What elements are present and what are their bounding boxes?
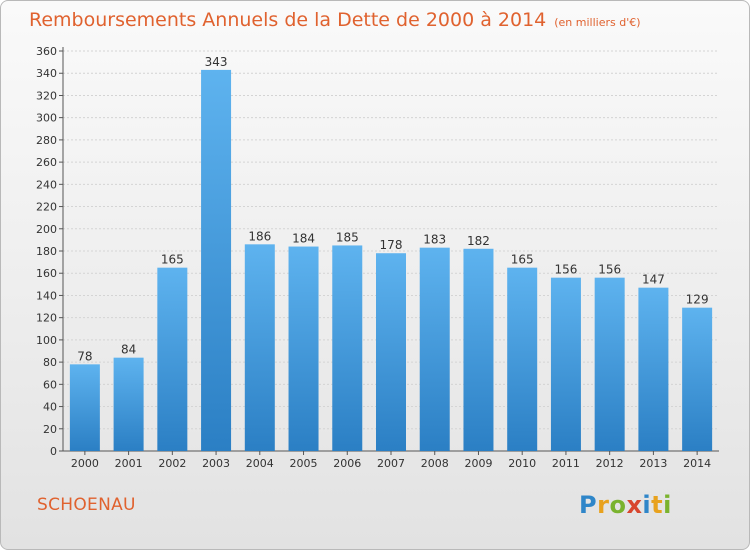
x-tick-label: 2009 — [464, 457, 492, 470]
bar — [244, 244, 275, 451]
y-tick-label: 180 — [36, 245, 57, 258]
bar — [682, 307, 713, 451]
data-label: 184 — [292, 232, 315, 246]
logo-letter: o — [609, 491, 627, 519]
bar — [201, 69, 232, 451]
bar — [376, 253, 406, 451]
data-label: 183 — [423, 233, 446, 247]
y-tick-label: 200 — [36, 223, 57, 236]
x-tick-label: 2006 — [333, 457, 361, 470]
data-label: 156 — [554, 263, 577, 277]
city-name: SCHOENAU — [37, 495, 136, 515]
x-tick-label: 2004 — [246, 457, 274, 470]
chart-title-unit: (en milliers d'€) — [554, 16, 641, 29]
x-tick-label: 2011 — [552, 457, 580, 470]
y-tick-label: 300 — [36, 112, 57, 125]
logo-letter: i — [642, 491, 652, 519]
logo-letter: r — [597, 491, 610, 519]
chart-title-text: Remboursements Annuels de la Dette de 20… — [29, 9, 547, 31]
y-tick-label: 280 — [36, 134, 57, 147]
data-label: 178 — [380, 238, 403, 252]
data-label: 156 — [598, 263, 621, 277]
y-tick-label: 240 — [36, 178, 57, 191]
y-tick-label: 140 — [36, 289, 57, 302]
bar — [157, 267, 188, 451]
x-tick-label: 2014 — [683, 457, 711, 470]
y-tick-label: 80 — [43, 356, 57, 369]
x-tick-label: 2002 — [158, 457, 186, 470]
data-label: 165 — [511, 253, 534, 267]
logo-letter: i — [663, 491, 672, 519]
logo-letter: x — [626, 491, 643, 519]
logo-letter: t — [651, 491, 664, 519]
y-tick-label: 40 — [43, 401, 57, 414]
bar — [638, 287, 669, 451]
data-label: 185 — [336, 230, 359, 244]
bar — [507, 267, 538, 451]
data-label: 165 — [161, 253, 184, 267]
proxiti-logo: Proxiti — [579, 491, 672, 519]
chart-title: Remboursements Annuels de la Dette de 20… — [29, 9, 641, 31]
x-tick-label: 2000 — [71, 457, 99, 470]
x-tick-label: 2007 — [377, 457, 405, 470]
bar — [463, 248, 494, 451]
x-tick-label: 2013 — [639, 457, 667, 470]
y-tick-label: 20 — [43, 423, 57, 436]
bar — [69, 364, 100, 451]
data-label: 186 — [248, 229, 271, 243]
logo-letter: P — [579, 491, 598, 519]
data-label: 182 — [467, 234, 490, 248]
data-label: 129 — [686, 293, 709, 307]
bar — [594, 277, 625, 451]
x-tick-label: 2003 — [202, 457, 230, 470]
y-tick-label: 100 — [36, 334, 57, 347]
data-label: 147 — [642, 273, 665, 287]
y-tick-label: 260 — [36, 156, 57, 169]
data-label: 84 — [121, 343, 136, 357]
bar — [332, 245, 363, 451]
y-tick-label: 60 — [43, 378, 57, 391]
data-label: 78 — [77, 349, 92, 363]
bar — [288, 246, 319, 451]
x-tick-label: 2001 — [115, 457, 143, 470]
bar — [113, 357, 144, 451]
bar — [550, 277, 581, 451]
x-tick-label: 2005 — [290, 457, 318, 470]
y-tick-label: 160 — [36, 267, 57, 280]
data-label: 343 — [205, 55, 228, 69]
bar — [419, 247, 450, 451]
y-tick-label: 320 — [36, 89, 57, 102]
x-tick-label: 2012 — [596, 457, 624, 470]
y-tick-label: 0 — [50, 445, 57, 458]
y-tick-label: 120 — [36, 312, 57, 325]
x-tick-label: 2010 — [508, 457, 536, 470]
y-tick-label: 340 — [36, 67, 57, 80]
y-tick-label: 360 — [36, 45, 57, 58]
y-tick-label: 220 — [36, 201, 57, 214]
x-tick-label: 2008 — [421, 457, 449, 470]
